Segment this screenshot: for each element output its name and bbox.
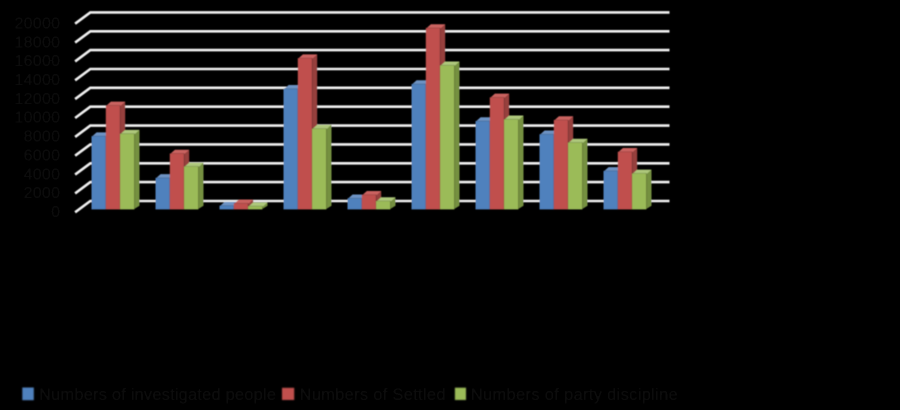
svg-text:2000: 2000 — [24, 185, 60, 202]
svg-text:Numbers of investigated people: Numbers of investigated people — [39, 386, 276, 404]
svg-text:6000: 6000 — [24, 147, 60, 164]
svg-text:16000: 16000 — [15, 53, 61, 70]
svg-text:18000: 18000 — [15, 34, 61, 51]
svg-text:Numbers of Settled: Numbers of Settled — [300, 386, 446, 404]
svg-text:Numbers of party discipline: Numbers of party discipline — [471, 386, 678, 404]
svg-text:8000: 8000 — [24, 129, 60, 146]
svg-text:0: 0 — [51, 204, 60, 221]
svg-text:4000: 4000 — [24, 166, 60, 183]
svg-text:14000: 14000 — [15, 72, 61, 89]
svg-text:12000: 12000 — [15, 91, 61, 108]
svg-text:20000: 20000 — [15, 15, 61, 32]
svg-text:10000: 10000 — [15, 110, 61, 127]
